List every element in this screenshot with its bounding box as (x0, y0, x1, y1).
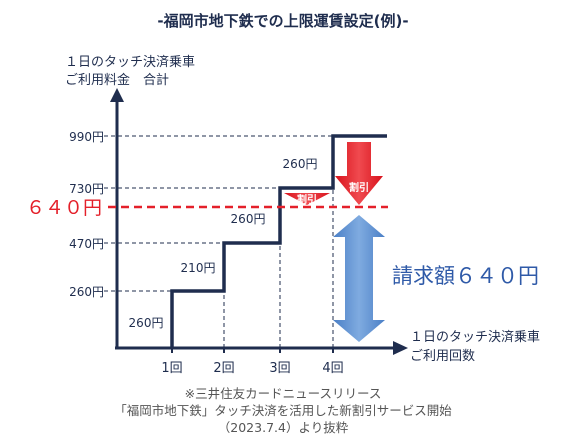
cap-label: ６４０円 (26, 197, 102, 219)
discount-label-small: 割引 (297, 193, 317, 206)
x-tick-label: 4回 (322, 361, 343, 376)
step-fare-label: 260円 (283, 157, 318, 171)
x-tick-label: 2回 (213, 361, 234, 376)
x-axis-title-line1: １日のタッチ決済乗車 (410, 329, 540, 345)
page-title: -福岡市地下鉄での上限運賃設定(例)- (157, 12, 409, 30)
y-tick-label: 990円 (69, 130, 104, 144)
x-axis-arrowhead (393, 341, 408, 355)
source-note: ※三井住友カードニュースリリース 「福岡市地下鉄」タッチ決済を活用した新割引サー… (0, 385, 566, 436)
step-fare-label: 260円 (129, 316, 164, 330)
discount-label-large: 割引 (349, 181, 369, 194)
x-tick-label: 1回 (161, 361, 182, 376)
fare-step-line (170, 134, 387, 348)
step-fare-label: 210円 (181, 261, 216, 275)
x-axis-title-line2: ご利用回数 (410, 348, 475, 364)
y-tick-label: 730円 (69, 182, 104, 196)
x-tick-label: 3回 (269, 361, 290, 376)
y-tick-label: 260円 (69, 285, 104, 299)
y-axis-title-line1: １日のタッチ決済乗車 (65, 54, 195, 70)
source-line-1: ※三井住友カードニュースリリース (184, 386, 382, 401)
y-tick-label: 470円 (69, 237, 104, 251)
y-axis-arrowhead (110, 88, 124, 102)
source-line-2: 「福岡市地下鉄」タッチ決済を活用した新割引サービス開始 (114, 403, 452, 418)
discount-arrow-small (284, 193, 330, 206)
billed-amount-label: 請求額６４０円 (392, 264, 539, 288)
billed-amount-arrow (333, 215, 385, 342)
step-fare-label: 260円 (231, 212, 266, 226)
source-line-3: （2023.7.4）より抜粋 (217, 420, 349, 435)
discount-arrow-large (335, 142, 383, 206)
y-axis-title-line2: ご利用料金 合計 (65, 72, 169, 88)
